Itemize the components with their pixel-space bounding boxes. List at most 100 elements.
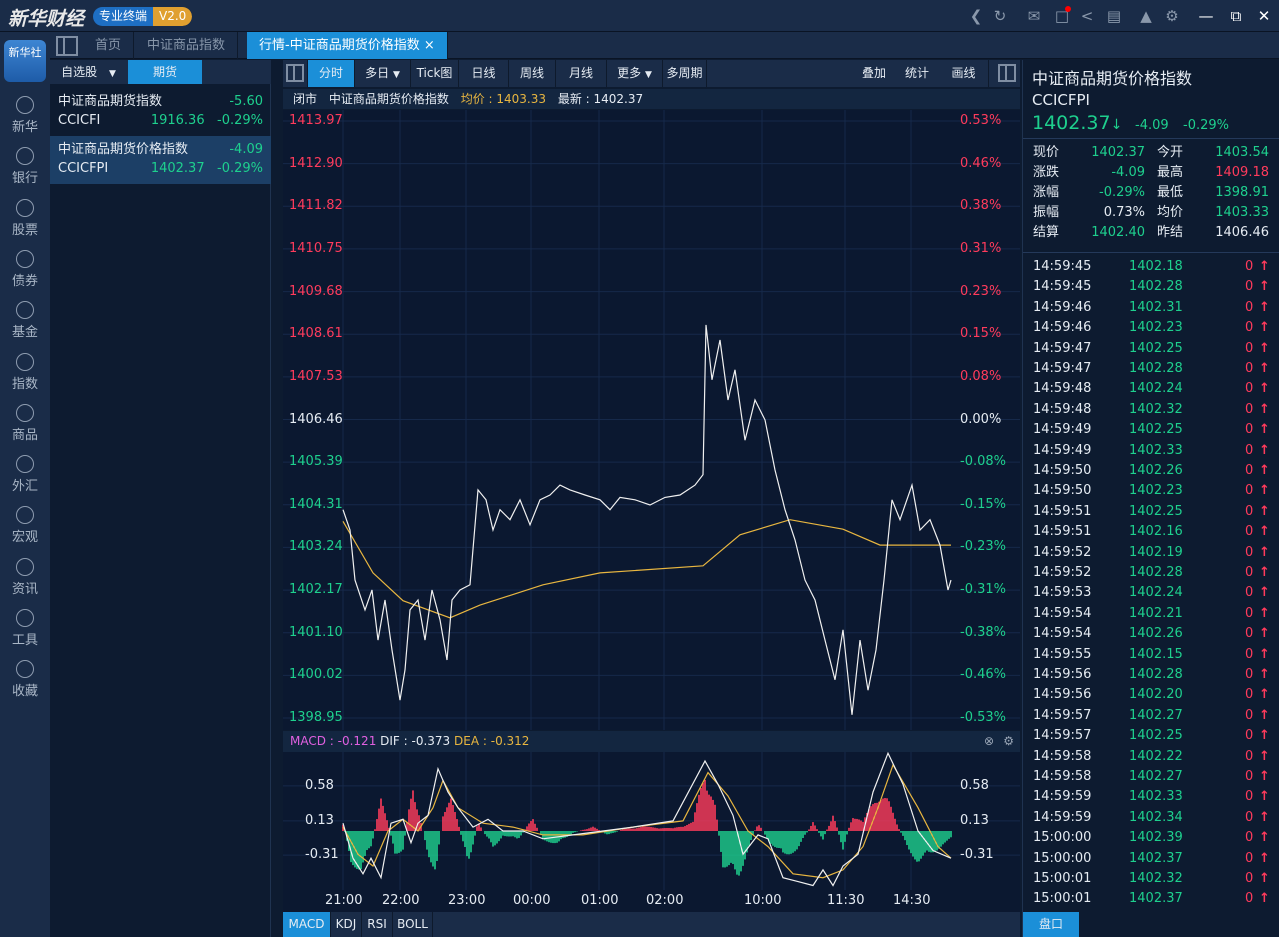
tab-order-book[interactable]: 盘口 [1023, 912, 1079, 937]
mail-icon[interactable]: ✉ [1027, 7, 1041, 25]
notes-icon[interactable]: ▤ [1106, 7, 1122, 25]
indicator-settings-icon[interactable]: ⚙ [1003, 734, 1014, 748]
xinhua-brand-logo[interactable]: 新华社 [4, 40, 46, 82]
tick-row: 14:59:50 1402.23 0 ↑ [1033, 481, 1273, 501]
tick-volume: 0 [1245, 667, 1254, 682]
chart-info-bar: 闭市 中证商品期货价格指数 均价 : 1403.33 最新 : 1402.37 [283, 89, 1020, 109]
x-axis-label: 21:00 [325, 893, 363, 908]
toggle-left-panel[interactable] [283, 60, 308, 87]
toggle-panel-icon[interactable] [56, 36, 78, 56]
tab-kdj[interactable]: KDJ [331, 912, 362, 937]
tick-time: 14:59:46 [1033, 299, 1092, 315]
tab-macd[interactable]: MACD [283, 912, 331, 937]
tab-multi-period[interactable]: 多周期 [663, 60, 707, 87]
restore-icon[interactable]: ⧉ [1230, 7, 1242, 25]
statistics-button[interactable]: 统计 [904, 66, 929, 80]
tick-price: 1402.31 [1129, 299, 1183, 315]
nav-item[interactable]: 新华 [0, 90, 50, 140]
tick-time: 14:59:51 [1033, 524, 1092, 540]
nav-item[interactable]: 工具 [0, 603, 50, 653]
nav-icon [16, 147, 34, 166]
tab-quote-label: 行情-中证商品期货价格指数 [259, 38, 420, 53]
settings-icon[interactable]: ⚙ [1165, 7, 1179, 25]
nav-item[interactable]: 指数 [0, 347, 50, 397]
share-icon[interactable]: < [1080, 7, 1094, 25]
close-indicator-icon[interactable]: ⊗ [983, 734, 994, 748]
watchlist-item-selected[interactable]: 中证商品期货价格指数 -4.09 CCICFPI 1402.37 -0.29% [50, 136, 271, 184]
tick-price: 1402.25 [1129, 503, 1183, 519]
macd-y-label: 0.58 [305, 777, 334, 793]
nav-item[interactable]: 股票 [0, 193, 50, 243]
overlay-button[interactable]: 叠加 [861, 66, 886, 80]
tick-price: 1402.27 [1129, 769, 1183, 784]
edition-label: 专业终端 [93, 7, 154, 26]
tick-price: 1402.26 [1129, 463, 1183, 478]
nav-item[interactable]: 宏观 [0, 500, 50, 550]
version-label: V2.0 [153, 7, 193, 26]
y-axis-pct-label: 0.31% [960, 240, 1002, 256]
y-axis-label: 1408.61 [289, 326, 343, 342]
tab-csi-commodity[interactable]: 中证商品指数 [135, 32, 239, 59]
y-axis-pct-label: 0.53% [960, 113, 1002, 128]
item-change: -4.09 [229, 142, 263, 157]
tick-row: 14:59:48 1402.24 0 ↑ [1033, 379, 1273, 399]
nav-item[interactable]: 外汇 [0, 449, 50, 499]
stat-label: 今开 [1157, 145, 1184, 160]
dropdown-icon[interactable]: ▼ [108, 69, 116, 79]
nav-item[interactable]: 商品 [0, 398, 50, 448]
nav-item[interactable]: 债券 [0, 244, 50, 294]
nav-label: 外汇 [11, 479, 38, 495]
minimize-icon[interactable]: — [1198, 7, 1214, 25]
tab-boll[interactable]: BOLL [393, 912, 433, 937]
message-icon[interactable]: □ [1054, 6, 1071, 25]
watchlist-tab-futures[interactable]: 期货 [128, 60, 202, 84]
draw-line-button[interactable]: 画线 [939, 60, 989, 87]
item-name: 中证商品期货价格指数 [58, 142, 189, 157]
refresh-icon[interactable]: ↻ [993, 7, 1007, 25]
nav-item[interactable]: 基金 [0, 295, 50, 345]
close-icon[interactable]: ✕ [1257, 7, 1271, 25]
item-code: CCICFPI [58, 161, 109, 176]
tab-quote[interactable]: 行情-中证商品期货价格指数 × [247, 32, 448, 59]
up-arrow-icon: ↑ [1259, 585, 1270, 601]
tab-intraday[interactable]: 分时 [308, 60, 355, 87]
y-axis-label: 1413.97 [289, 113, 343, 128]
quote-name: 中证商品期货价格指数 [1032, 69, 1193, 88]
tick-time: 14:59:59 [1033, 809, 1092, 825]
tab-more[interactable]: 更多 ▼ [607, 60, 663, 87]
tab-daily[interactable]: 日线 [459, 60, 509, 87]
tick-row: 15:00:01 1402.37 0 ↑ [1033, 889, 1273, 909]
watchlist-item[interactable]: 中证商品期货指数 -5.60 CCICFI 1916.36 -0.29% [50, 88, 271, 136]
y-axis-label: 1405.39 [289, 454, 343, 470]
nav-item[interactable]: 资讯 [0, 552, 50, 602]
sidebar-nav [0, 32, 50, 937]
tick-time: 14:59:48 [1033, 401, 1092, 417]
tick-row: 14:59:45 1402.18 0 ↑ [1033, 257, 1273, 277]
toggle-right-panel[interactable] [995, 60, 1020, 87]
last-price: 最新 : 1402.37 [557, 92, 644, 106]
up-arrow-icon: ↑ [1259, 687, 1270, 703]
y-axis-pct-label: 0.38% [960, 198, 1002, 214]
up-arrow-icon: ↑ [1259, 320, 1270, 336]
tick-price: 1402.27 [1129, 707, 1183, 723]
skin-icon[interactable]: ▲ [1140, 7, 1152, 25]
tick-row: 14:59:47 1402.28 0 ↑ [1033, 359, 1273, 379]
tick-time: 14:59:48 [1033, 381, 1092, 397]
nav-item[interactable]: 银行 [0, 141, 50, 191]
dropdown-icon: ▼ [392, 70, 400, 80]
tab-monthly[interactable]: 月线 [556, 60, 607, 87]
back-icon[interactable]: ❮ [969, 7, 983, 25]
close-tab-icon[interactable]: × [423, 38, 435, 53]
tab-tick[interactable]: Tick图 [411, 60, 459, 87]
tab-weekly[interactable]: 周线 [509, 60, 556, 87]
up-arrow-icon: ↑ [1259, 850, 1270, 866]
stat-value: 1398.91 [1215, 185, 1269, 200]
y-axis-pct-label: 0.23% [960, 283, 1002, 299]
nav-item[interactable]: 收藏 [0, 654, 50, 704]
tick-price: 1402.21 [1129, 605, 1183, 621]
watchlist-tab-favorites[interactable]: 自选股 ▼ [50, 60, 127, 84]
tab-multi-day[interactable]: 多日 ▼ [355, 60, 411, 87]
tick-volume: 0 [1245, 544, 1254, 560]
tab-rsi[interactable]: RSI [362, 912, 393, 937]
tab-home[interactable]: 首页 [83, 32, 135, 59]
